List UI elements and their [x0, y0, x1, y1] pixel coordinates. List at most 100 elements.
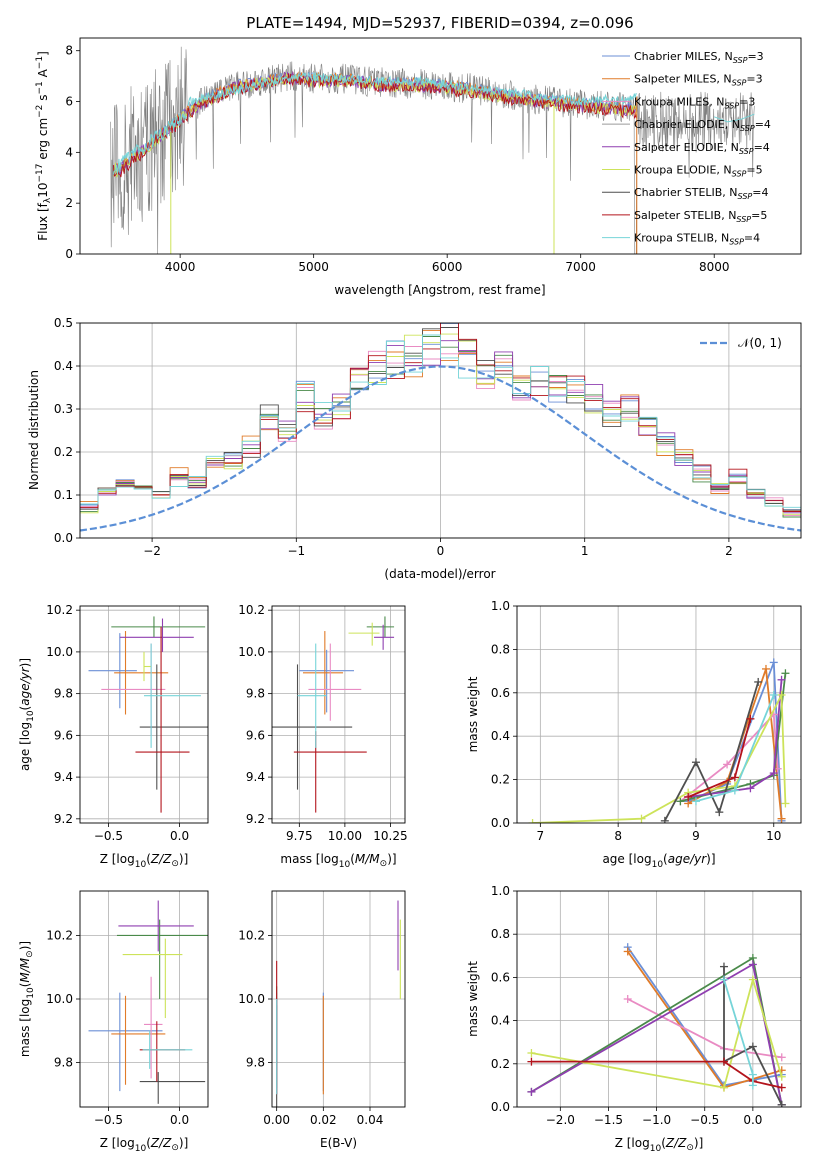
legend-entry: Kroupa ELODIE, NSSP=5 — [634, 164, 763, 179]
y-tick-label: 9.6 — [54, 728, 73, 742]
mass-weight-vs-Z-plot-area — [517, 891, 801, 1107]
age-vs-mass-frame — [271, 605, 406, 824]
mass-vs-Z-ticks: −0.5 0.0 9.8 10.0 10.2 — [46, 928, 189, 1127]
errorbar-point — [144, 976, 163, 1079]
weight-series — [684, 714, 755, 801]
y-tick-label: 10.2 — [46, 928, 73, 942]
y-tick-label: 9.4 — [246, 770, 265, 784]
x-tick-label: 9 — [692, 829, 700, 843]
x-axis-label: E(B-V) — [320, 1136, 357, 1150]
residuals-plot-area — [80, 323, 801, 538]
y-tick-label: 1.0 — [491, 884, 510, 898]
y-tick-label: 10.2 — [238, 928, 265, 942]
spectrum-ticks: 4000 5000 6000 7000 8000 0 2 4 6 8 — [65, 44, 729, 274]
x-axis-label: wavelength [Angstrom, rest frame] — [334, 283, 545, 297]
x-tick-label: 0.0 — [170, 1113, 189, 1127]
spectrum-plot-area — [110, 46, 755, 254]
y-tick-label: 0 — [65, 247, 73, 261]
y-axis-label: age [log10(age/yr)] — [18, 658, 36, 771]
mass-weight-vs-age-ticks: 7 8 9 10 0.0 0.2 0.4 0.6 0.8 1.0 — [491, 599, 782, 843]
y-axis-label: mass weight — [466, 961, 480, 1037]
legend-entry: Kroupa MILES, NSSP=3 — [634, 95, 755, 110]
y-tick-label: 9.4 — [54, 770, 73, 784]
errorbar-point — [122, 938, 183, 1019]
weight-series — [527, 1057, 786, 1092]
y-tick-label: 0.0 — [491, 1100, 510, 1114]
errorbar-point — [101, 643, 166, 736]
x-tick-label: −0.5 — [94, 829, 123, 843]
errorbar-point — [135, 626, 190, 813]
weight-series-line — [532, 691, 787, 823]
spectrum-frame — [79, 37, 802, 255]
age-vs-Z-frame — [79, 605, 209, 824]
residuals-legend: 𝒩(0, 1) — [700, 336, 782, 350]
errorbar-point — [308, 643, 362, 721]
y-tick-label: 9.2 — [54, 812, 73, 826]
legend-entry: Salpeter MILES, NSSP=3 — [634, 73, 763, 88]
x-tick-label: −2 — [143, 544, 161, 558]
x-tick-label: 8000 — [699, 260, 730, 274]
errorbar-point — [119, 618, 194, 652]
y-tick-label: 0.4 — [54, 359, 73, 373]
y-tick-label: 10.2 — [238, 603, 265, 617]
y-tick-label: 10.0 — [238, 645, 265, 659]
errorbar-point — [374, 624, 395, 650]
kroupa-stelib-blue-line — [112, 112, 187, 175]
errorbar-point — [366, 616, 395, 638]
y-tick-label: 10.0 — [238, 992, 265, 1006]
y-tick-label: 0.6 — [491, 686, 510, 700]
gaussian-curve — [80, 365, 801, 532]
x-tick-label: −0.5 — [690, 1113, 719, 1127]
y-axis-label: mass [log10(M/M⊙)] — [18, 941, 36, 1057]
figure-title: PLATE=1494, MJD=52937, FIBERID=0394, z=0… — [246, 14, 633, 32]
x-tick-label: 0.00 — [263, 1113, 290, 1127]
y-tick-label: 2 — [65, 196, 73, 210]
residuals-panel: −2 −1 0 1 2 0.0 0.1 0.2 0.3 0.4 0.5 𝒩(0, 1) (data-mo… — [27, 316, 802, 581]
x-tick-label: 2 — [725, 544, 733, 558]
errorbar-point — [111, 616, 206, 638]
legend-entry: Chabrier STELIB, NSSP=4 — [634, 186, 768, 201]
age-vs-Z-data — [88, 616, 208, 813]
legend-entry: 𝒩(0, 1) — [738, 336, 782, 350]
kroupa-stelib-tail-line — [714, 113, 755, 123]
mass-vs-Z-panel: −0.5 0.0 9.8 10.0 10.2 Z [log10(Z/Z⊙)] mass [l… — [18, 890, 209, 1154]
weight-series-line — [531, 976, 783, 1089]
age-vs-mass-data — [272, 616, 395, 813]
x-tick-label: 0 — [437, 544, 445, 558]
legend-entry: Kroupa STELIB, NSSP=4 — [634, 232, 760, 247]
x-tick-label: 10 — [766, 829, 781, 843]
mass-weight-vs-Z-data — [527, 943, 786, 1107]
errorbar-point — [299, 649, 354, 713]
mass-weight-vs-Z-ticks: −2.0 −1.5 −1.0 −0.5 0.0 0.0 0.2 0.4 0.6 0.8 1.0 — [491, 884, 763, 1127]
y-tick-label: 0.1 — [54, 488, 73, 502]
weight-series-line — [531, 1060, 782, 1089]
residuals-ticks: −2 −1 0 1 2 0.0 0.1 0.2 0.3 0.4 0.5 — [54, 316, 733, 558]
x-axis-label: Z [log10(Z/Z⊙)] — [615, 1136, 704, 1154]
x-tick-label: 5000 — [298, 260, 329, 274]
y-tick-label: 0.4 — [491, 1014, 510, 1028]
mass-weight-vs-age-frame — [516, 605, 802, 824]
x-axis-label: Z [log10(Z/Z⊙)] — [100, 852, 189, 870]
y-tick-label: 0.2 — [54, 445, 73, 459]
y-tick-label: 4 — [65, 145, 73, 159]
weight-series — [660, 677, 763, 823]
mass-vs-EBV-panel: 0.00 0.02 0.04 9.8 10.0 10.2 E(B-V) — [238, 890, 406, 1150]
legend-entry: Salpeter STELIB, NSSP=5 — [634, 209, 767, 224]
x-axis-label: mass [log10(M/M⊙)] — [280, 852, 396, 870]
weight-series — [719, 962, 786, 1107]
weight-series-line — [664, 681, 760, 822]
histogram-series — [80, 333, 801, 519]
errorbar-point — [88, 633, 137, 709]
y-tick-label: 8 — [65, 44, 73, 58]
mass-weight-vs-Z-panel: −2.0 −1.5 −1.0 −0.5 0.0 0.0 0.2 0.4 0.6 0.8 1.0 Z [… — [466, 884, 802, 1154]
errorbar-point — [139, 664, 208, 790]
mass-vs-Z-data — [88, 900, 208, 1104]
spectrum-panel: 4000 5000 6000 7000 8000 0 2 4 6 8 Chabrier MILES,… — [35, 37, 802, 297]
x-tick-label: 4000 — [165, 260, 196, 274]
errorbar-point — [143, 651, 152, 682]
mass-vs-EBV-plot-area — [272, 891, 405, 1107]
errorbar-point — [114, 631, 169, 715]
y-tick-label: 0.4 — [491, 729, 510, 743]
y-tick-label: 0.8 — [491, 642, 510, 656]
